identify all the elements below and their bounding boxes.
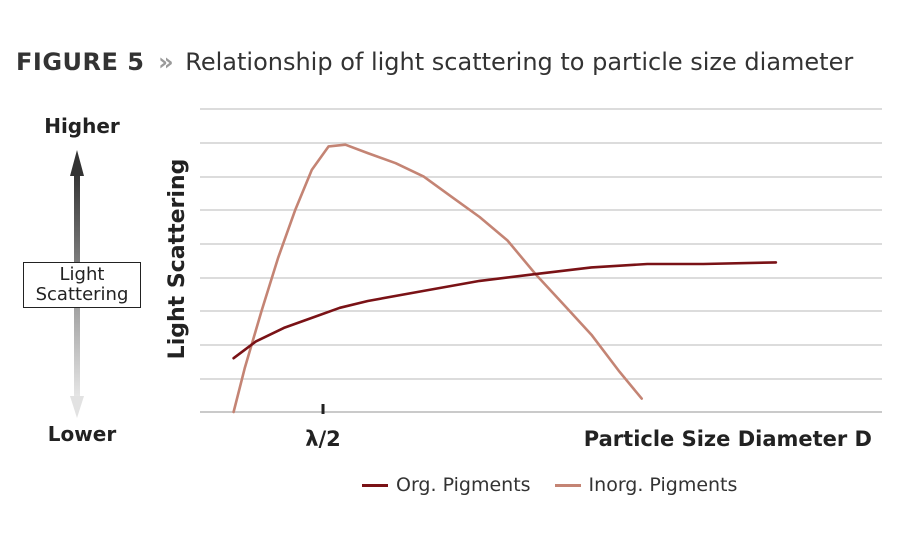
scale-lower-label: Lower: [47, 422, 117, 446]
legend-label-inorg-pigments: Inorg. Pigments: [588, 474, 738, 496]
scale-light-scattering-box: Light Scattering: [23, 262, 141, 308]
figure-separator-icon: »: [158, 48, 174, 76]
legend-label-org-pigments: Org. Pigments: [396, 474, 531, 496]
chart-legend: Org. Pigments Inorg. Pigments: [362, 474, 761, 496]
legend-item-org-pigments: Org. Pigments: [362, 474, 531, 496]
series-line-inorg-pigments: [232, 143, 644, 414]
scale-arrow-down-icon: [70, 396, 84, 418]
figure-title: FIGURE 5 » Relationship of light scatter…: [16, 48, 853, 76]
scale-box-line1: Light: [59, 264, 105, 285]
grid-layer: [200, 108, 882, 413]
series-layer: [232, 143, 778, 414]
figure-caption: Relationship of light scattering to part…: [185, 48, 854, 76]
scale-arrow-up-icon: [70, 150, 84, 176]
legend-swatch-org-pigments: [362, 483, 388, 487]
y-axis-label: Light Scattering: [165, 159, 190, 360]
scale-higher-label: Higher: [44, 114, 120, 138]
legend-item-inorg-pigments: Inorg. Pigments: [554, 474, 738, 496]
legend-swatch-inorg-pigments: [554, 483, 581, 487]
x-axis-label: Particle Size Diameter D: [584, 427, 872, 451]
x-tick-label-1: λ/2: [305, 427, 341, 451]
series-line-org-pigments: [232, 261, 778, 360]
figure-number: FIGURE 5: [16, 48, 145, 76]
scale-box-line2: Scattering: [35, 284, 129, 305]
tick-layer: λ/2: [305, 404, 341, 451]
